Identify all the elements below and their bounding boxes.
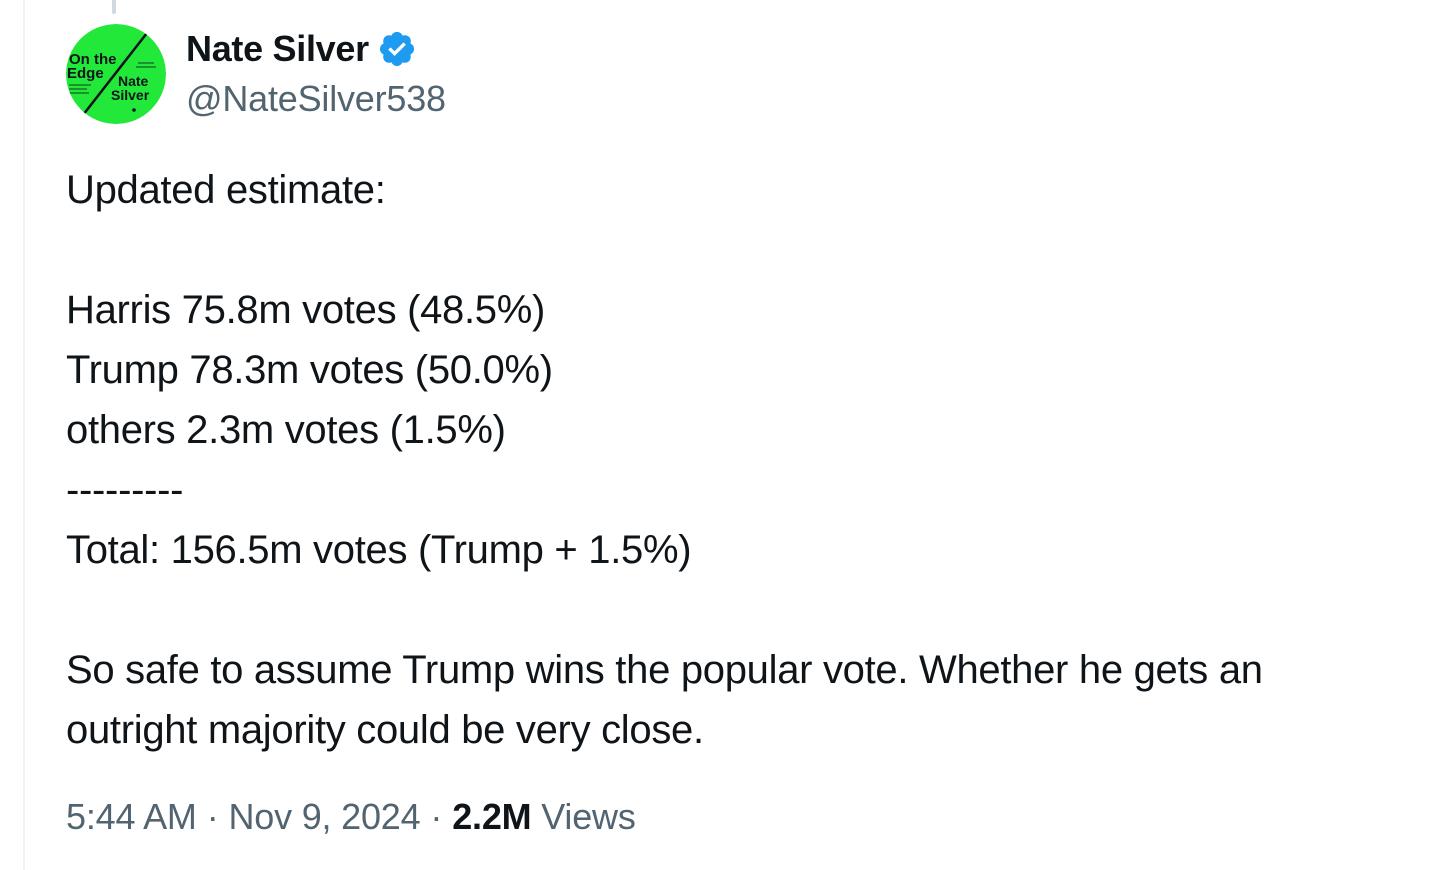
verified-badge-icon[interactable]: [377, 29, 417, 69]
thread-connector-line: [112, 0, 116, 14]
tweet-time[interactable]: 5:44 AM: [66, 796, 197, 837]
tweet-line: So safe to assume Trump wins the popular…: [66, 648, 1263, 692]
tweet-meta: 5:44 AM · Nov 9, 2024 · 2.2M Views: [66, 796, 636, 838]
avatar-image: On the Edge Nate Silver: [66, 24, 166, 124]
avatar-author-first: Nate: [118, 73, 149, 89]
views-count[interactable]: 2.2M: [452, 796, 532, 837]
tweet-line: others 2.3m votes (1.5%): [66, 408, 506, 452]
tweet-line: Harris 75.8m votes (48.5%): [66, 288, 546, 332]
tweet-line: outright majority could be very close.: [66, 708, 704, 752]
tweet-line: Trump 78.3m votes (50.0%): [66, 348, 553, 392]
timeline-border: [23, 0, 25, 870]
meta-separator: ·: [430, 796, 443, 837]
tweet-text: Updated estimate: Harris 75.8m votes (48…: [66, 160, 1416, 760]
meta-separator: ·: [206, 796, 219, 837]
tweet-line: Updated estimate:: [66, 168, 386, 212]
avatar-author-last: Silver: [111, 87, 150, 103]
avatar-book-subtitle: Edge: [67, 65, 104, 82]
author-handle[interactable]: @NateSilver538: [186, 78, 446, 119]
tweet-line: Total: 156.5m votes (Trump + 1.5%): [66, 528, 692, 572]
avatar[interactable]: On the Edge Nate Silver: [66, 24, 166, 124]
views-label: Views: [541, 796, 636, 837]
tweet-date[interactable]: Nov 9, 2024: [228, 796, 421, 837]
tweet-line: ---------: [66, 468, 184, 512]
author-name-row[interactable]: Nate Silver: [186, 26, 417, 72]
author-display-name[interactable]: Nate Silver: [186, 28, 369, 69]
avatar-book-title: On the: [69, 51, 117, 68]
